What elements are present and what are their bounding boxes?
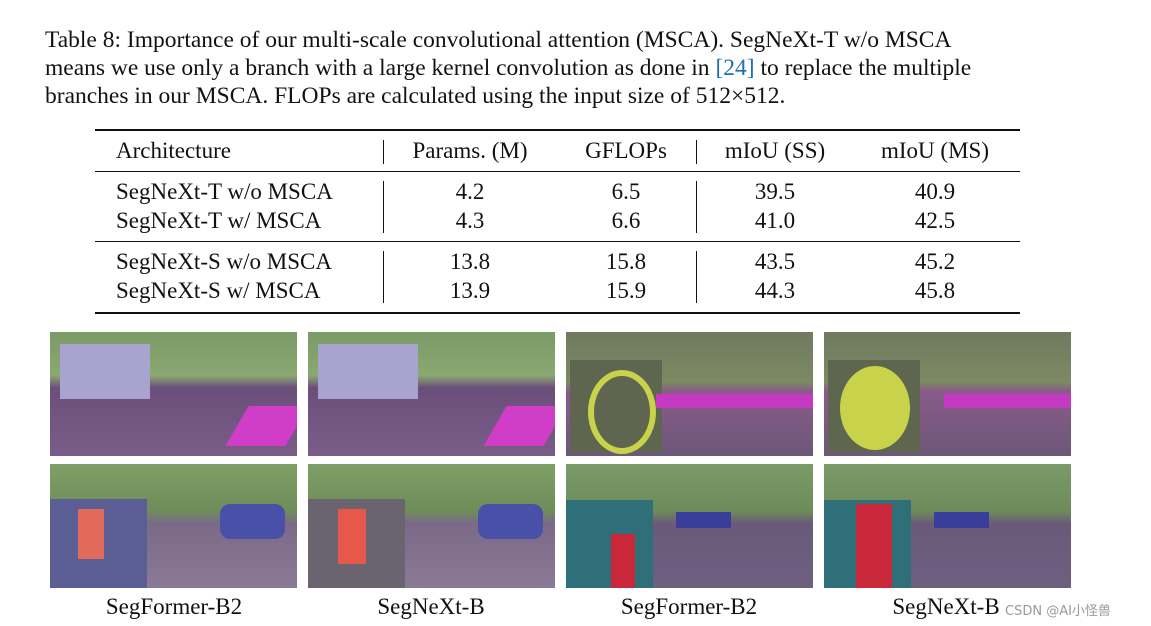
table-rule <box>95 171 1020 172</box>
image <box>566 332 813 456</box>
table-cell: SegNeXt-S w/o MSCA <box>116 249 332 274</box>
table-cell: 4.3 <box>455 208 485 233</box>
table-rule <box>95 241 1020 242</box>
table-cell: 43.5 <box>754 249 796 274</box>
caption-line: branches in our MSCA. FLOPs are calculat… <box>45 83 786 109</box>
image <box>308 464 555 588</box>
figure-label: SegNeXt-B <box>892 594 1000 619</box>
table-cell: 39.5 <box>754 179 796 204</box>
header-cell: GFLOPs <box>585 138 667 163</box>
table-rule <box>95 312 1020 314</box>
image <box>50 332 297 456</box>
column-separator <box>383 181 384 233</box>
column-separator <box>696 140 697 164</box>
caption-line: means we use only a branch with a large … <box>45 54 971 82</box>
header-cell: mIoU (SS) <box>724 138 826 163</box>
figure-label: SegFormer-B2 <box>105 594 243 619</box>
caption-text: means we use only a branch with a large … <box>45 55 716 81</box>
table-cell: 44.3 <box>754 278 796 303</box>
table-cell: 6.5 <box>611 179 641 204</box>
table-cell: 15.9 <box>605 278 647 303</box>
image <box>566 464 813 588</box>
table-cell: 13.8 <box>449 249 491 274</box>
column-separator <box>383 140 384 164</box>
table-rule <box>95 129 1020 131</box>
column-separator <box>383 251 384 303</box>
table-cell: 45.8 <box>914 278 956 303</box>
table-cell: SegNeXt-T w/ MSCA <box>116 208 322 233</box>
table-cell: SegNeXt-S w/ MSCA <box>116 278 321 303</box>
image <box>50 464 297 588</box>
table-cell: SegNeXt-T w/o MSCA <box>116 179 333 204</box>
image <box>824 332 1071 456</box>
caption-text: to replace the multiple <box>754 55 972 81</box>
table-cell: 13.9 <box>449 278 491 303</box>
table-cell: 41.0 <box>754 208 796 233</box>
caption-line: Table 8: Importance of our multi-scale c… <box>45 27 952 53</box>
column-separator <box>696 181 697 233</box>
table-cell: 15.8 <box>605 249 647 274</box>
table-cell: 6.6 <box>611 208 641 233</box>
figure-label: SegFormer-B2 <box>620 594 758 619</box>
figure-label: SegNeXt-B <box>377 594 485 619</box>
image <box>308 332 555 456</box>
table-cell: 45.2 <box>914 249 956 274</box>
header-cell: Architecture <box>116 138 231 163</box>
table-cell: 4.2 <box>455 179 485 204</box>
header-cell: mIoU (MS) <box>881 138 989 163</box>
table-cell: 42.5 <box>914 208 956 233</box>
watermark: CSDN @AI小怪兽 <box>1005 604 1111 619</box>
header-cell: Params. (M) <box>412 138 528 163</box>
table-cell: 40.9 <box>914 179 956 204</box>
image <box>824 464 1071 588</box>
citation-link[interactable]: [24] <box>715 55 755 81</box>
column-separator <box>696 251 697 303</box>
